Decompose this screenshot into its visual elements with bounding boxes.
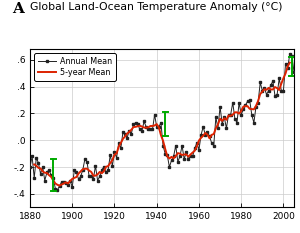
Line: 5-year Mean: 5-year Mean <box>34 63 290 186</box>
5-year Mean <box>32 163 36 166</box>
5-year Mean <box>58 184 61 187</box>
Text: Global Land-Ocean Temperature Anomaly (°C): Global Land-Ocean Temperature Anomaly (°… <box>30 2 282 12</box>
5-year Mean <box>282 77 285 80</box>
Annual Mean <box>28 166 32 168</box>
Text: A: A <box>12 2 24 16</box>
Annual Mean <box>56 188 59 191</box>
5-year Mean <box>271 88 275 91</box>
Annual Mean <box>292 70 296 73</box>
Line: Annual Mean: Annual Mean <box>28 53 296 191</box>
Annual Mean <box>155 125 158 128</box>
Annual Mean <box>288 53 292 56</box>
5-year Mean <box>117 145 121 148</box>
Annual Mean <box>98 175 101 178</box>
5-year Mean <box>197 139 201 142</box>
5-year Mean <box>174 155 178 158</box>
Annual Mean <box>45 171 49 174</box>
5-year Mean <box>288 61 292 64</box>
Annual Mean <box>206 131 209 134</box>
5-year Mean <box>94 174 97 177</box>
Annual Mean <box>193 147 196 150</box>
Legend: Annual Mean, 5-year Mean: Annual Mean, 5-year Mean <box>34 53 116 81</box>
Annual Mean <box>187 158 190 161</box>
